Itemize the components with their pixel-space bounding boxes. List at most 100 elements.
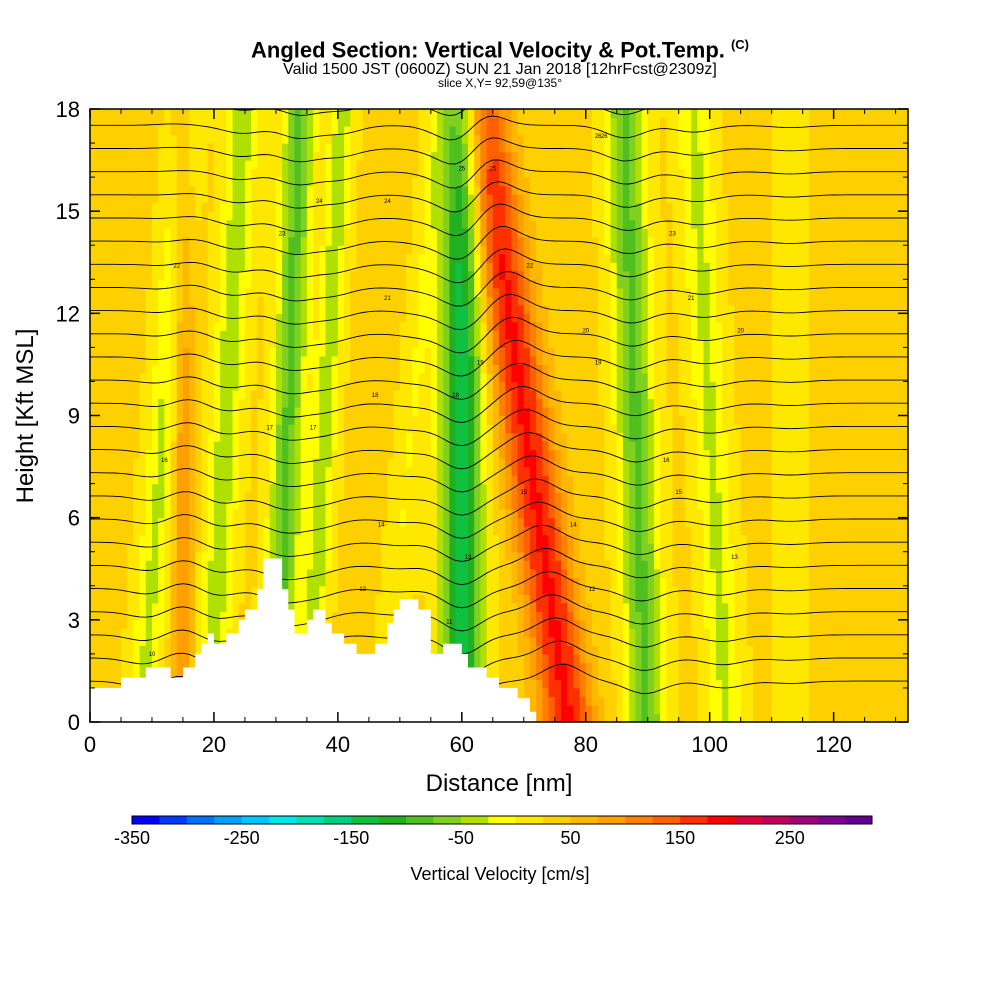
- velocity-cell: [437, 602, 444, 612]
- velocity-cell: [852, 704, 860, 715]
- velocity-cell: [598, 398, 605, 408]
- velocity-cell: [189, 526, 196, 536]
- velocity-cell: [182, 475, 190, 485]
- velocity-cell: [486, 526, 494, 536]
- velocity-cell: [399, 526, 407, 536]
- velocity-cell: [666, 466, 674, 476]
- velocity-cell: [319, 424, 327, 434]
- velocity-cell: [145, 424, 153, 434]
- velocity-cell: [300, 424, 308, 434]
- velocity-cell: [529, 602, 537, 612]
- velocity-cell: [833, 628, 841, 638]
- velocity-cell: [201, 466, 209, 476]
- velocity-cell: [189, 406, 196, 417]
- velocity-cell: [120, 509, 128, 519]
- velocity-cell: [746, 577, 754, 587]
- velocity-cell: [151, 636, 159, 646]
- velocity-cell: [480, 653, 488, 663]
- velocity-cell: [864, 551, 872, 561]
- velocity-cell: [635, 585, 643, 595]
- velocity-cell: [722, 662, 729, 672]
- velocity-cell: [858, 628, 866, 638]
- velocity-cell: [176, 424, 184, 434]
- velocity-cell: [201, 636, 209, 646]
- velocity-cell: [554, 628, 562, 638]
- velocity-cell: [288, 398, 296, 408]
- velocity-cell: [684, 424, 692, 434]
- velocity-cell: [145, 628, 153, 638]
- velocity-cell: [393, 509, 401, 519]
- velocity-cell: [220, 619, 227, 629]
- velocity-cell: [529, 543, 537, 553]
- velocity-cell: [796, 645, 804, 655]
- velocity-cell: [870, 696, 878, 706]
- velocity-cell: [486, 653, 494, 663]
- velocity-cell: [176, 509, 184, 519]
- velocity-cell: [697, 696, 705, 706]
- velocity-cell: [709, 585, 717, 595]
- velocity-cell: [207, 560, 215, 570]
- velocity-cell: [325, 526, 333, 536]
- velocity-cell: [164, 526, 172, 536]
- velocity-cell: [715, 517, 723, 527]
- velocity-cell: [877, 406, 884, 417]
- velocity-cell: [213, 509, 221, 519]
- velocity-cell: [120, 636, 128, 646]
- velocity-cell: [691, 526, 698, 536]
- velocity-cell: [629, 475, 636, 485]
- velocity-cell: [852, 679, 860, 689]
- velocity-cell: [629, 449, 636, 459]
- velocity-cell: [765, 687, 773, 698]
- velocity-cell: [90, 526, 97, 536]
- velocity-cell: [895, 534, 903, 544]
- velocity-cell: [517, 500, 525, 510]
- velocity-cell: [300, 500, 308, 510]
- velocity-cell: [430, 577, 438, 587]
- velocity-cell: [839, 662, 847, 672]
- velocity-cell: [560, 577, 568, 587]
- velocity-cell: [604, 628, 612, 638]
- velocity-cell: [598, 662, 605, 672]
- velocity-cell: [468, 458, 475, 468]
- velocity-cell: [728, 628, 736, 638]
- velocity-cell: [877, 645, 884, 655]
- velocity-cell: [319, 577, 327, 587]
- velocity-cell: [201, 551, 209, 561]
- velocity-cell: [207, 551, 215, 561]
- velocity-cell: [790, 662, 798, 672]
- velocity-cell: [666, 662, 674, 672]
- velocity-cell: [579, 568, 587, 578]
- velocity-cell: [164, 475, 172, 485]
- velocity-cell: [815, 517, 822, 527]
- velocity-cell: [548, 441, 556, 451]
- velocity-cell: [331, 551, 339, 561]
- velocity-cell: [387, 577, 395, 587]
- velocity-cell: [263, 415, 271, 425]
- velocity-cell: [604, 398, 612, 408]
- velocity-cell: [722, 645, 729, 655]
- velocity-cell: [647, 636, 655, 646]
- velocity-cell: [678, 696, 686, 706]
- velocity-cell: [381, 500, 389, 510]
- velocity-cell: [703, 585, 711, 595]
- velocity-cell: [715, 713, 723, 722]
- chart-title: Angled Section: Vertical Velocity & Pot.…: [0, 37, 1000, 63]
- velocity-cell: [889, 517, 897, 527]
- velocity-cell: [362, 526, 370, 536]
- velocity-cell: [461, 594, 469, 604]
- velocity-cell: [678, 449, 686, 459]
- velocity-cell: [517, 441, 525, 451]
- velocity-cell: [244, 441, 252, 451]
- velocity-cell: [691, 670, 698, 681]
- velocity-cell: [127, 458, 134, 468]
- velocity-cell: [133, 534, 141, 544]
- velocity-cell: [777, 594, 785, 604]
- velocity-cell: [616, 619, 624, 629]
- velocity-cell: [846, 449, 853, 459]
- velocity-cell: [331, 517, 339, 527]
- velocity-cell: [232, 560, 240, 570]
- velocity-cell: [269, 449, 277, 459]
- velocity-cell: [765, 679, 773, 689]
- velocity-cell: [815, 551, 822, 561]
- velocity-cell: [641, 551, 649, 561]
